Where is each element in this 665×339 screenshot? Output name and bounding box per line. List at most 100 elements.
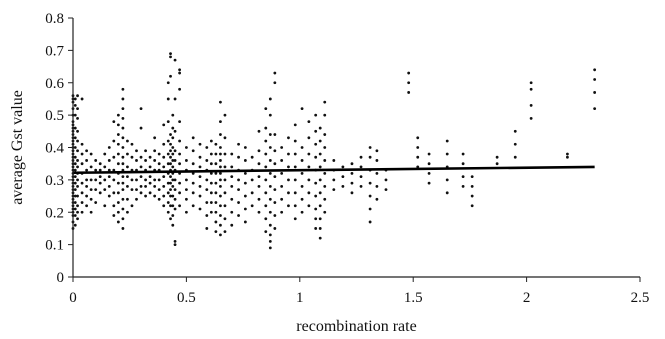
data-point <box>307 136 311 140</box>
data-point <box>375 184 379 188</box>
data-point <box>300 210 304 214</box>
data-point <box>121 207 125 211</box>
data-point <box>153 136 157 140</box>
data-point <box>198 207 202 211</box>
data-point <box>350 191 354 195</box>
data-point <box>162 204 166 208</box>
data-point <box>76 210 79 214</box>
data-point <box>148 191 152 195</box>
data-point <box>94 188 98 191</box>
data-point <box>126 175 129 179</box>
data-point <box>76 116 79 120</box>
data-point <box>185 159 188 162</box>
data-point <box>368 194 372 198</box>
data-point <box>121 197 125 201</box>
data-point <box>107 194 111 198</box>
data-point <box>98 191 102 195</box>
data-point <box>332 159 336 162</box>
data-point <box>112 168 116 172</box>
data-point <box>223 191 227 195</box>
data-point <box>85 194 89 198</box>
data-point <box>166 139 170 143</box>
data-point <box>157 162 161 166</box>
data-point <box>273 133 277 136</box>
data-point <box>566 155 569 159</box>
data-point <box>178 71 182 75</box>
data-point <box>205 214 209 217</box>
y-tick-label: 0 <box>57 270 65 286</box>
data-point <box>243 181 247 185</box>
data-point <box>230 152 234 156</box>
data-point <box>280 197 284 201</box>
data-point <box>243 194 247 198</box>
y-tick-label: 0.5 <box>45 108 64 124</box>
data-point <box>112 178 116 182</box>
data-point <box>280 210 284 214</box>
data-point <box>323 210 327 214</box>
x-axis-title: recombination rate <box>296 318 416 335</box>
data-point <box>76 165 79 169</box>
data-point <box>103 178 107 182</box>
data-point <box>198 142 202 146</box>
data-point <box>139 126 143 130</box>
data-point <box>318 236 322 240</box>
data-point <box>85 204 89 208</box>
data-point <box>384 188 388 191</box>
data-point <box>169 155 172 159</box>
data-point <box>268 239 272 243</box>
data-point <box>73 223 77 227</box>
data-point <box>85 168 89 172</box>
data-point <box>76 149 79 153</box>
data-point <box>314 194 318 198</box>
data-point <box>461 162 465 166</box>
data-point <box>153 178 157 182</box>
data-point <box>273 175 277 179</box>
data-point <box>107 175 111 179</box>
data-point <box>513 155 517 159</box>
x-tick-label: 2 <box>523 290 531 306</box>
data-point <box>300 159 304 162</box>
data-point <box>205 159 209 162</box>
data-point <box>323 172 327 175</box>
data-point <box>73 136 77 140</box>
data-point <box>293 191 297 195</box>
data-point <box>94 201 98 204</box>
data-point <box>318 204 322 208</box>
data-point <box>209 139 213 143</box>
data-point <box>76 178 79 182</box>
data-point <box>445 178 449 182</box>
data-point <box>178 68 182 72</box>
data-point <box>264 178 268 182</box>
data-point <box>250 204 254 208</box>
data-point <box>495 155 499 159</box>
data-point <box>126 184 129 188</box>
data-point <box>529 87 533 91</box>
data-point <box>368 146 372 149</box>
data-point <box>80 201 84 204</box>
data-point <box>230 175 234 179</box>
data-point <box>293 152 297 156</box>
data-point <box>94 159 98 162</box>
data-point <box>307 178 311 182</box>
data-point <box>76 94 79 98</box>
data-point <box>112 139 116 143</box>
data-point <box>116 123 120 127</box>
data-point <box>566 152 569 156</box>
data-point <box>219 178 222 182</box>
data-point <box>130 155 134 159</box>
data-point <box>237 188 240 191</box>
data-point <box>191 162 195 166</box>
data-point <box>173 159 177 162</box>
data-point <box>171 178 175 182</box>
data-point <box>445 152 449 156</box>
data-point <box>169 217 172 221</box>
data-point <box>144 194 147 198</box>
data-point <box>198 155 202 159</box>
data-point <box>73 181 77 185</box>
data-point <box>223 217 227 221</box>
data-point <box>287 191 290 195</box>
data-point <box>323 184 327 188</box>
data-point <box>300 172 304 175</box>
data-point <box>73 162 77 166</box>
